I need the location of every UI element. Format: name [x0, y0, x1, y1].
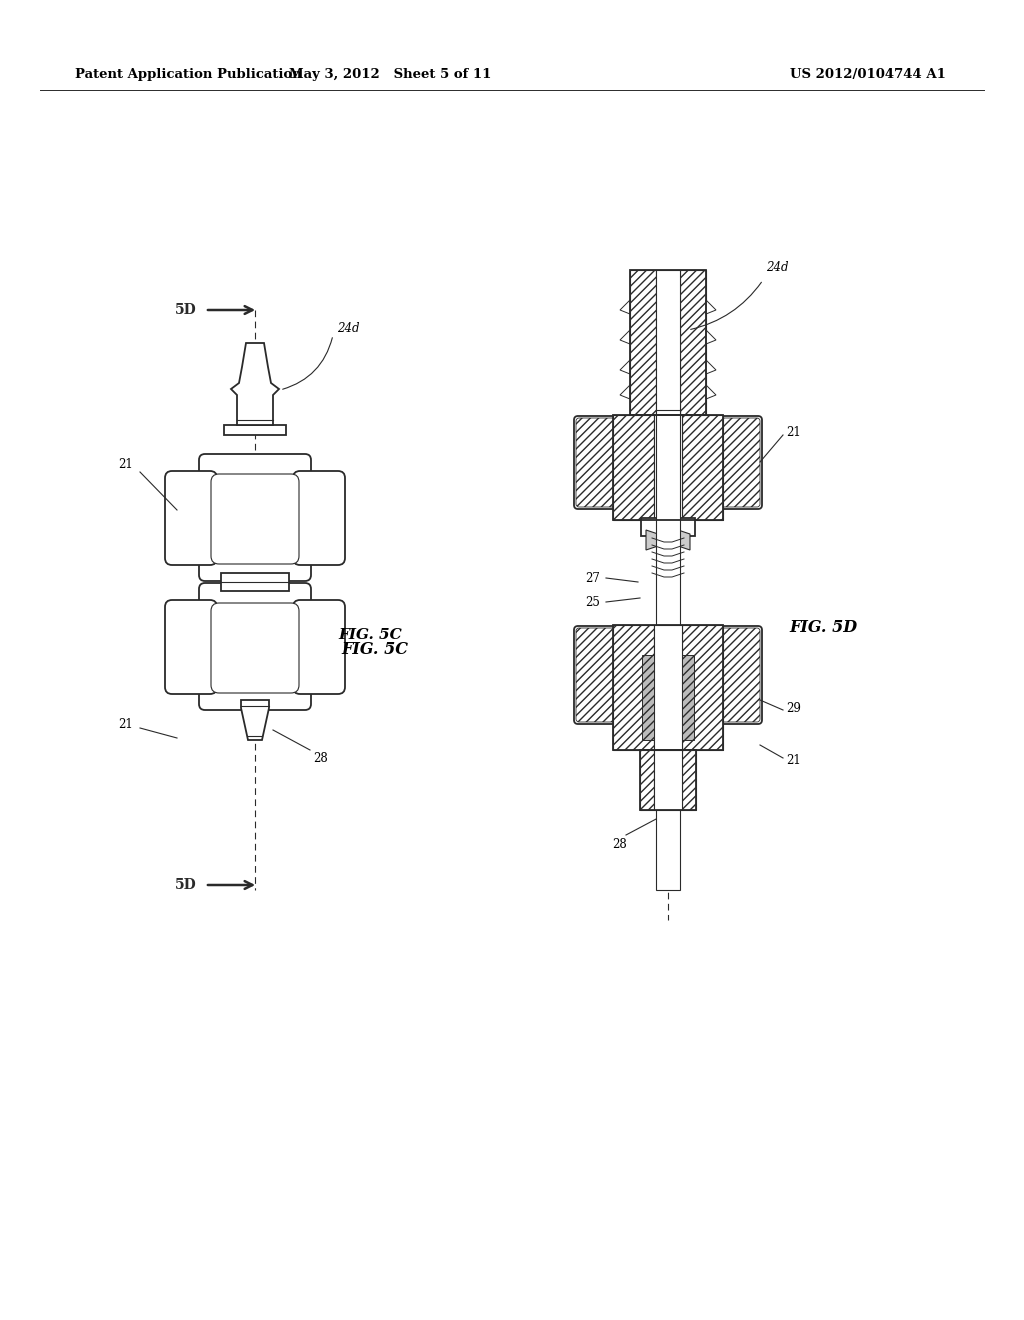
FancyBboxPatch shape [574, 626, 617, 723]
FancyBboxPatch shape [165, 601, 217, 694]
FancyBboxPatch shape [719, 626, 762, 723]
Text: FIG. 5C: FIG. 5C [338, 628, 401, 642]
Text: 29: 29 [786, 701, 801, 714]
Bar [656, 411, 680, 890]
Bar [654, 414, 682, 520]
Polygon shape [241, 700, 269, 741]
Bar [221, 573, 289, 591]
Bar [613, 414, 654, 520]
Text: May 3, 2012   Sheet 5 of 11: May 3, 2012 Sheet 5 of 11 [289, 69, 492, 81]
Bar [613, 414, 723, 520]
Polygon shape [678, 531, 690, 550]
Bar [613, 624, 654, 750]
Polygon shape [706, 300, 716, 314]
Text: 25: 25 [585, 595, 600, 609]
Polygon shape [620, 300, 630, 314]
Bar [682, 655, 694, 741]
Text: FIG. 5C: FIG. 5C [341, 642, 409, 659]
Bar [630, 271, 656, 414]
Bar [224, 425, 286, 436]
Text: Patent Application Publication: Patent Application Publication [75, 69, 302, 81]
Text: US 2012/0104744 A1: US 2012/0104744 A1 [790, 69, 946, 81]
Text: 24d: 24d [337, 322, 359, 334]
Bar [642, 655, 654, 741]
Text: FIG. 5D: FIG. 5D [788, 619, 857, 636]
Text: 28: 28 [612, 838, 628, 851]
Text: 21: 21 [118, 458, 133, 471]
Bar [630, 271, 706, 414]
FancyBboxPatch shape [293, 601, 345, 694]
Polygon shape [646, 531, 658, 550]
Bar [640, 750, 696, 810]
FancyBboxPatch shape [199, 583, 311, 710]
Bar [682, 750, 696, 810]
FancyBboxPatch shape [165, 471, 217, 565]
Polygon shape [706, 330, 716, 345]
Bar [682, 624, 723, 750]
Bar [656, 271, 680, 414]
Bar [640, 750, 654, 810]
Bar [641, 517, 695, 536]
Bar [680, 271, 706, 414]
FancyBboxPatch shape [293, 471, 345, 565]
Bar [682, 414, 723, 520]
Polygon shape [620, 360, 630, 374]
Bar [654, 624, 682, 750]
Polygon shape [620, 330, 630, 345]
FancyBboxPatch shape [199, 454, 311, 581]
Text: 21: 21 [118, 718, 133, 731]
Text: 21: 21 [786, 425, 801, 438]
Polygon shape [620, 385, 630, 399]
Text: 5D: 5D [175, 304, 197, 317]
Bar [654, 750, 682, 810]
FancyBboxPatch shape [211, 603, 299, 693]
Text: 24d: 24d [766, 261, 788, 275]
Polygon shape [231, 343, 279, 425]
Polygon shape [706, 360, 716, 374]
FancyBboxPatch shape [719, 416, 762, 510]
Text: 5D: 5D [175, 878, 197, 892]
Polygon shape [706, 385, 716, 399]
Bar [613, 624, 723, 750]
FancyBboxPatch shape [211, 474, 299, 564]
FancyBboxPatch shape [574, 416, 617, 510]
Text: 28: 28 [313, 752, 328, 766]
Text: 21: 21 [786, 754, 801, 767]
Text: 27: 27 [585, 572, 600, 585]
